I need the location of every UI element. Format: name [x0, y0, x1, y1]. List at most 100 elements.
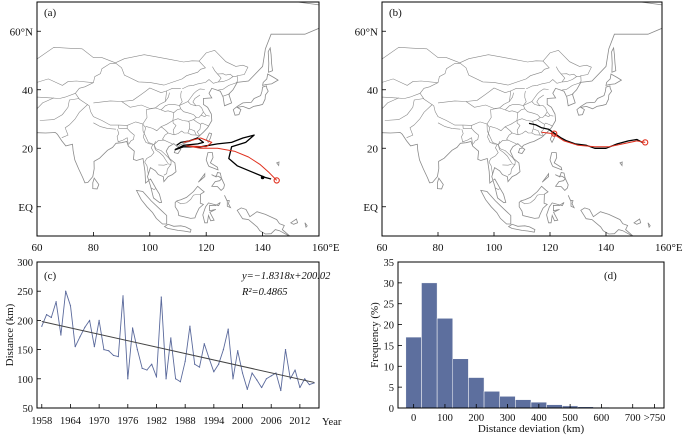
data-point	[270, 375, 272, 377]
x-tick-label: 1958	[31, 416, 52, 427]
y-tick-label: 15	[384, 341, 395, 352]
coastline	[619, 161, 623, 167]
panel-label-d: (d)	[604, 270, 617, 282]
border-line	[546, 111, 554, 117]
border-line	[384, 98, 425, 121]
data-point	[213, 371, 215, 373]
coastline	[382, 2, 662, 204]
border-line	[200, 114, 207, 118]
y-tick-label: 10	[384, 362, 395, 373]
border-line	[188, 119, 210, 127]
coastline	[546, 202, 565, 224]
border-line	[192, 94, 201, 106]
data-point	[112, 354, 115, 357]
coastline	[206, 132, 213, 144]
border-line	[37, 46, 116, 64]
coastline	[92, 177, 100, 190]
x-tick-label: 160°E	[655, 242, 683, 254]
data-point	[160, 296, 162, 298]
y-tick-label: 50	[23, 404, 34, 415]
data-point	[45, 313, 48, 316]
data-point	[241, 372, 244, 374]
histogram-bar	[436, 318, 454, 409]
data-point	[275, 372, 277, 374]
data-point	[299, 386, 301, 389]
data-point	[79, 336, 81, 338]
track-dot-marker	[260, 175, 265, 180]
map-frame-a	[36, 1, 320, 237]
coastline	[37, 2, 319, 204]
border-line	[494, 187, 501, 190]
coastline	[276, 161, 280, 167]
coastline	[163, 223, 192, 233]
coastline	[647, 222, 651, 229]
coastline	[554, 172, 569, 191]
y-tick-label: 250	[17, 287, 33, 298]
data-point	[184, 360, 186, 362]
x-tick-label: 600	[594, 413, 610, 424]
r-squared: R²=0.4865	[241, 287, 288, 298]
x-tick-label: 60	[32, 242, 44, 254]
coastline	[290, 218, 299, 225]
border-line	[544, 114, 551, 118]
y-tick-label: 20	[384, 321, 395, 332]
data-point	[65, 290, 67, 292]
border-line	[155, 107, 175, 127]
genesis-marker	[273, 177, 280, 184]
border-line	[179, 90, 183, 109]
x-tick-label: 120	[542, 242, 559, 254]
map-panel-a: (a) 60 80 100 120 140 160°E 60°N 40 20 EQ	[10, 1, 340, 254]
series-line-distance	[41, 290, 315, 391]
coastline	[611, 46, 617, 73]
data-point	[198, 366, 201, 368]
regression-equation: y=−1.8318x+200.02	[241, 271, 331, 282]
panel-label-c: (c)	[44, 270, 57, 282]
border-line	[486, 123, 499, 175]
border-line	[37, 93, 76, 99]
border-line	[150, 187, 156, 190]
data-point	[261, 386, 263, 389]
border-line	[176, 194, 201, 205]
data-point	[170, 337, 172, 339]
data-point	[203, 343, 205, 345]
data-point	[304, 378, 306, 380]
y-tick-label: 5	[389, 383, 394, 394]
y-tick-label: 60°N	[10, 26, 33, 38]
data-point	[227, 328, 229, 330]
data-point	[117, 356, 119, 358]
x-tick-label: 1976	[117, 416, 138, 427]
coastline	[549, 152, 563, 171]
x-tick-label: 1970	[89, 416, 110, 427]
data-point	[155, 376, 158, 378]
coastline	[507, 223, 536, 233]
data-point	[88, 319, 91, 321]
data-point	[141, 367, 143, 369]
x-tick-label: 1988	[175, 416, 196, 427]
border-line	[93, 87, 167, 104]
x-tick-label: 700	[625, 413, 641, 424]
border-line	[471, 128, 479, 145]
data-point	[222, 349, 225, 351]
border-line	[222, 93, 230, 97]
border-line	[37, 97, 55, 110]
border-line	[158, 164, 168, 166]
border-line	[561, 75, 581, 83]
coastline	[633, 218, 642, 225]
map-frame-b	[381, 1, 663, 237]
border-line	[203, 111, 210, 117]
coastlines-a	[37, 2, 319, 236]
plot-frame-c	[36, 261, 320, 409]
data-point	[41, 325, 43, 327]
border-line	[437, 87, 511, 104]
border-line	[75, 49, 249, 146]
data-point	[265, 378, 268, 380]
border-line	[497, 144, 516, 176]
border-line	[465, 88, 525, 109]
y-tick-label: EQ	[18, 202, 33, 214]
coastline	[232, 85, 269, 116]
border-line	[497, 141, 516, 165]
data-point	[237, 350, 239, 352]
border-line	[165, 92, 170, 102]
data-point	[308, 384, 311, 386]
data-point	[256, 379, 258, 381]
